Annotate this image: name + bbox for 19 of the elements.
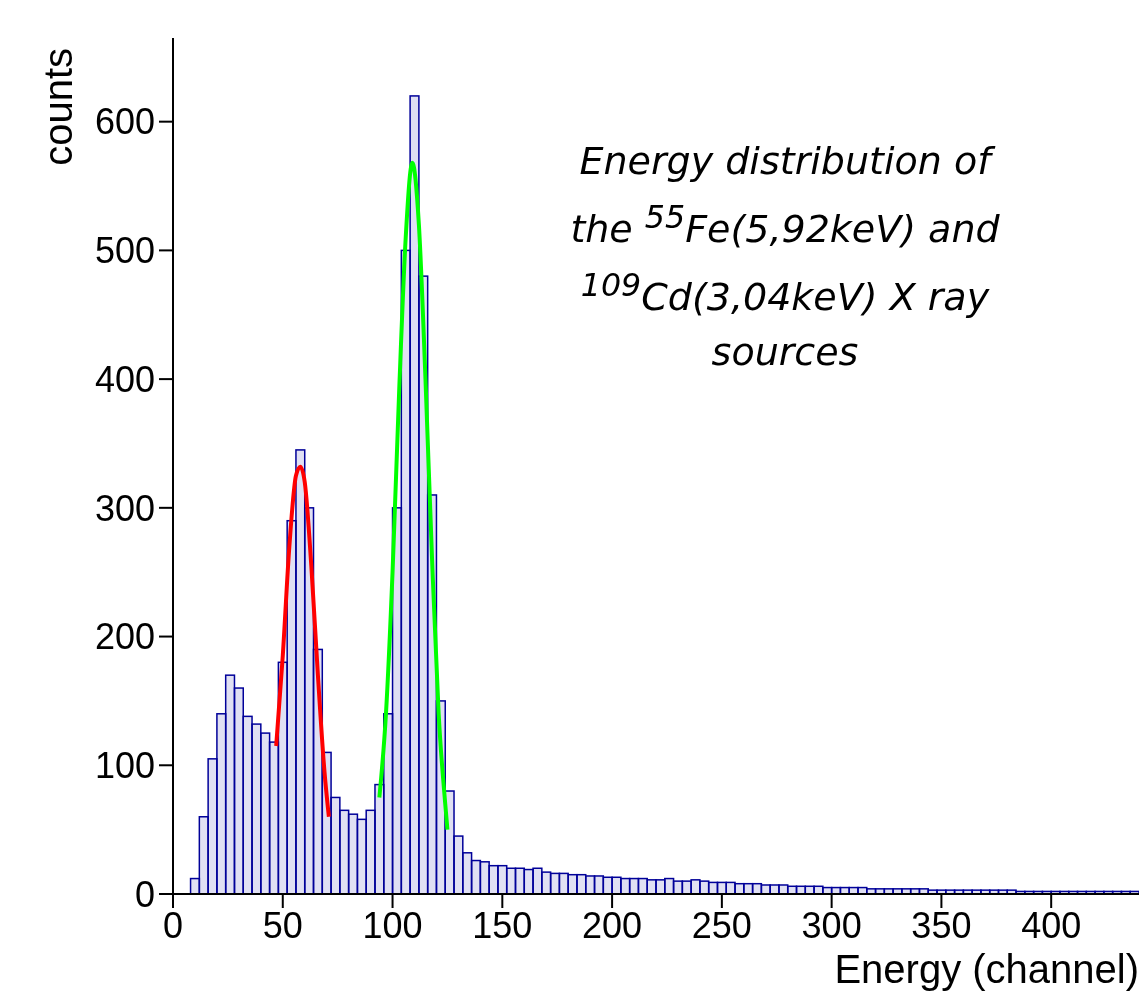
x-tick-label: 50 (262, 904, 303, 946)
x-tick-label: 100 (362, 904, 423, 946)
x-tick-label: 150 (472, 904, 533, 946)
y-tick-label: 300 (94, 487, 155, 529)
y-tick-label: 200 (94, 616, 155, 658)
x-tick-label: 250 (691, 904, 752, 946)
x-tick-label: 350 (911, 904, 972, 946)
y-tick-label: 400 (94, 358, 155, 400)
y-tick-label: 600 (94, 101, 155, 143)
x-tick-label: 400 (1021, 904, 1082, 946)
y-tick-label: 500 (94, 230, 155, 272)
x-axis-title: Energy (channel) (834, 947, 1139, 992)
x-tick-label: 300 (801, 904, 862, 946)
x-tick-label: 0 (162, 904, 184, 946)
y-axis-title: counts (36, 48, 81, 166)
x-tick-label: 200 (582, 904, 643, 946)
text: Energy distribution of the $^{55}$Fe(5,92keV) and $^{109}$Cd(3,04keV) X ray sources (570, 139, 1000, 375)
y-tick-label: 0 (134, 873, 155, 915)
y-tick-label: 100 (94, 745, 155, 787)
